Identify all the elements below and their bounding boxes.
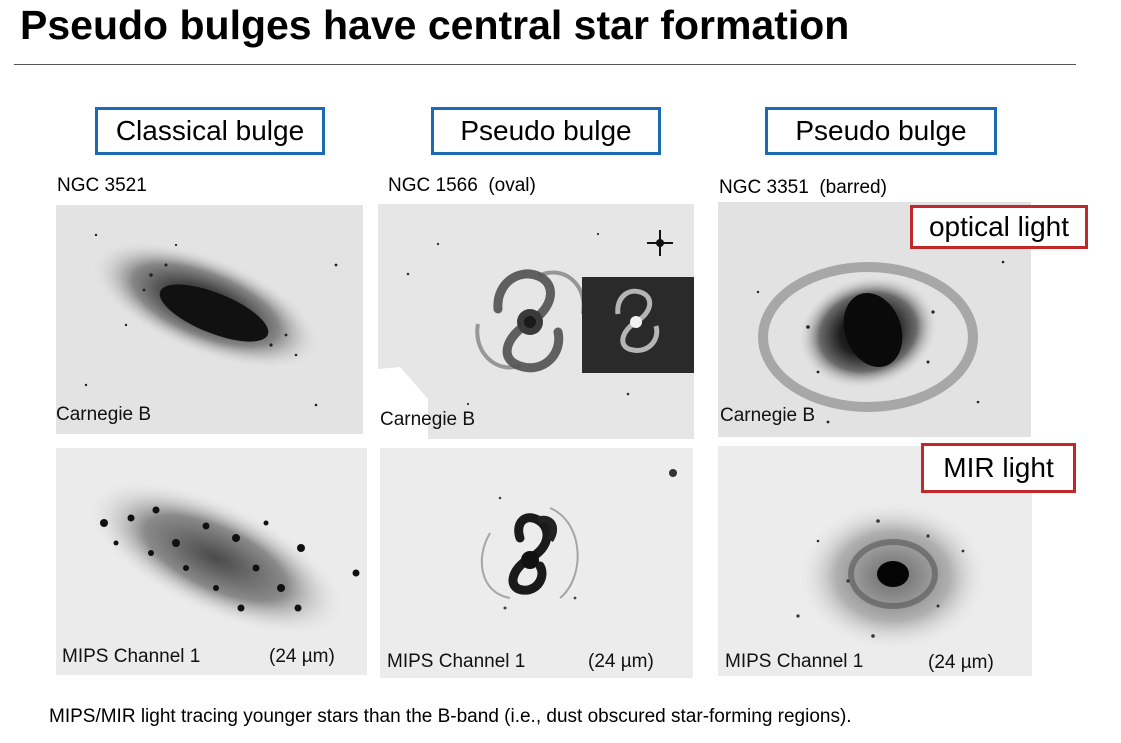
galaxy-label-ngc3351: NGC 3351 (barred) bbox=[719, 177, 887, 199]
slide-title: Pseudo bulges have central star formatio… bbox=[20, 2, 850, 48]
image-ngc3521-optical: Carnegie B bbox=[56, 205, 363, 434]
galaxy-note: (oval) bbox=[488, 175, 536, 196]
title-divider bbox=[14, 64, 1076, 65]
panel-label-mips-wavelength: (24 µm) bbox=[588, 651, 654, 672]
galaxy-note: (barred) bbox=[819, 177, 887, 198]
tag-optical-light: optical light bbox=[910, 205, 1088, 249]
galaxy-name: NGC 3521 bbox=[57, 175, 147, 196]
heading-classical-bulge: Classical bulge bbox=[95, 107, 325, 155]
panel-label-mips-wavelength: (24 µm) bbox=[269, 646, 335, 667]
image-ngc1566-optical: Carnegie B bbox=[378, 204, 694, 439]
panel-label-carnegie-b: Carnegie B bbox=[720, 405, 816, 426]
panel-label-carnegie-b: Carnegie B bbox=[56, 404, 152, 425]
panel-label-mips-instrument: MIPS Channel 1 bbox=[725, 651, 864, 672]
galaxy-label-ngc1566: NGC 1566 (oval) bbox=[388, 175, 536, 197]
panel-label-mips-wavelength: (24 µm) bbox=[928, 652, 994, 673]
galaxy-label-ngc3521: NGC 3521 bbox=[57, 175, 147, 197]
heading-pseudo-bulge-1: Pseudo bulge bbox=[431, 107, 661, 155]
image-ngc3351-optical: Carnegie B bbox=[718, 202, 1031, 437]
image-ngc1566-mir: MIPS Channel 1 (24 µm) bbox=[380, 448, 693, 678]
panel-label-mips-instrument: MIPS Channel 1 bbox=[387, 651, 526, 672]
galaxy-name: NGC 3351 bbox=[719, 177, 809, 198]
tag-mir-light: MIR light bbox=[921, 443, 1076, 493]
galaxy-name: NGC 1566 bbox=[388, 175, 478, 196]
image-ngc3521-mir: MIPS Channel 1 (24 µm) bbox=[56, 448, 367, 675]
panel-label-mips-instrument: MIPS Channel 1 bbox=[62, 646, 201, 667]
heading-pseudo-bulge-2: Pseudo bulge bbox=[765, 107, 997, 155]
slide-caption: MIPS/MIR light tracing younger stars tha… bbox=[49, 706, 852, 727]
panel-label-carnegie-b: Carnegie B bbox=[380, 409, 476, 430]
